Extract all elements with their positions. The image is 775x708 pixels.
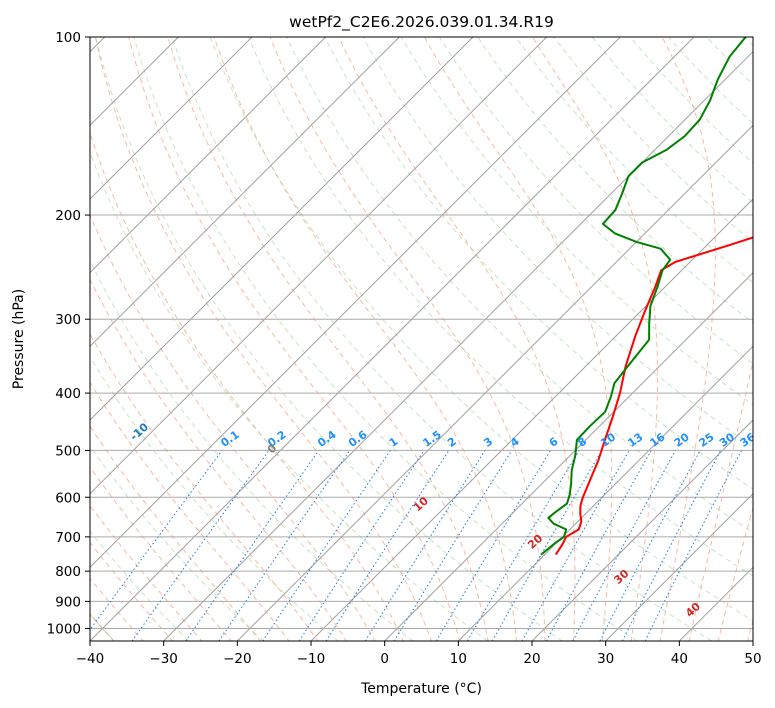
isotherm-line — [605, 492, 753, 641]
moist-adiabat-line — [659, 37, 716, 641]
x-tick-label: −10 — [297, 651, 326, 667]
moist-adiabat-line — [269, 37, 546, 641]
dry-adiabat-line — [248, 37, 753, 577]
dry-adiabat-line — [95, 37, 563, 641]
moist-adiabat-line — [90, 381, 290, 641]
mixing-ratio-line — [185, 450, 320, 641]
y-axis-title: Pressure (hPa) — [11, 289, 27, 389]
isotherm-line — [163, 50, 753, 641]
dry-adiabat-line — [438, 37, 753, 365]
dry-adiabat-line — [553, 37, 753, 244]
mixing-ratio-line — [262, 450, 391, 641]
mixing-ratio-line — [393, 450, 513, 641]
isotherm-line — [90, 37, 474, 421]
x-tick-label: −20 — [223, 651, 252, 667]
isotherm-line — [90, 37, 253, 200]
temperature-profile-line — [554, 236, 753, 556]
x-tick-label: 10 — [450, 651, 467, 667]
isotherm-line — [531, 419, 753, 641]
mixing-ratio-line — [644, 450, 742, 641]
x-tick-label: 30 — [597, 651, 614, 667]
grid-layer — [90, 37, 753, 641]
moist-adiabat-line — [128, 37, 461, 641]
isotherm-line — [90, 37, 695, 641]
mixing-ratio-line — [298, 450, 425, 641]
dry-adiabat-line — [90, 355, 339, 641]
mixing-ratio-line — [90, 450, 223, 631]
dry-adiabat-line — [209, 37, 753, 622]
y-tick-label: 200 — [55, 208, 81, 224]
plot-frame — [89, 36, 754, 642]
y-tick-label: 700 — [55, 530, 81, 546]
y-tick-label: 1000 — [47, 621, 81, 637]
x-tick-label: −40 — [76, 651, 105, 667]
x-tick-label: 0 — [380, 651, 389, 667]
x-tick-label: 40 — [671, 651, 688, 667]
moist-adiabat-line — [90, 425, 261, 641]
isotherm-line — [90, 37, 621, 569]
mixing-ratio-line — [218, 450, 351, 641]
mixing-ratio-line — [325, 450, 450, 641]
y-tick-label: 300 — [55, 312, 81, 328]
moist-adiabat-line — [90, 504, 203, 641]
moist-adiabat-line — [338, 37, 576, 641]
y-tick-label: 400 — [55, 386, 81, 402]
dry-adiabat-line — [90, 530, 190, 641]
mixing-ratio-line — [131, 450, 270, 641]
mixing-ratio-line — [521, 450, 630, 641]
x-tick-label: 50 — [744, 651, 761, 667]
moist-adiabat-line — [90, 541, 174, 641]
x-tick-label: 20 — [523, 651, 540, 667]
dry-adiabat-line — [286, 37, 753, 534]
moist-adiabat-line — [90, 577, 144, 641]
moist-adiabat-line — [90, 213, 376, 641]
mixing-ratio-line — [545, 450, 652, 641]
dry-adiabat-line — [362, 37, 753, 448]
dewpoint-profile-line — [540, 37, 747, 556]
moist-adiabat-line — [167, 37, 489, 641]
moist-adiabat-line — [94, 37, 432, 641]
axis-layer: −40 −30 −20 −10 0 10 20 30 40 50 100 200 300 400 500 60… — [47, 30, 762, 667]
mixing-ratio-line — [621, 450, 722, 641]
isotherm-line — [310, 198, 753, 641]
y-tick-label: 500 — [55, 443, 81, 459]
moist-adiabat-line — [90, 131, 404, 641]
x-axis-title: Temperature (°C) — [360, 681, 482, 697]
mixing-ratio-line — [572, 450, 676, 641]
moist-adiabat-line — [90, 332, 319, 641]
y-tick-label: 900 — [55, 594, 81, 610]
dry-adiabat-line — [324, 37, 753, 490]
isotherm-line — [90, 37, 400, 348]
moist-adiabat-line — [90, 278, 347, 641]
isotherm-line — [90, 37, 548, 495]
moist-adiabat-line — [423, 37, 613, 641]
moist-adiabat-line — [717, 505, 753, 641]
x-tick-label: −30 — [149, 651, 178, 667]
y-tick-label: 600 — [55, 490, 81, 506]
dry-adiabat-line — [133, 37, 638, 641]
moist-adiabat-line — [688, 358, 753, 641]
y-tick-label: 800 — [55, 564, 81, 580]
isotherm-line — [384, 271, 753, 641]
isotherm-line — [236, 124, 753, 641]
dry-adiabat-line — [400, 37, 753, 406]
dry-adiabat-line — [515, 37, 753, 284]
isotherm-line — [90, 37, 327, 274]
y-tick-label: 100 — [55, 30, 81, 46]
series-layer — [540, 37, 753, 556]
chart-title: wetPf2_C2E6.2026.039.01.34.R19 — [289, 13, 554, 32]
dry-adiabat-line — [90, 259, 414, 641]
